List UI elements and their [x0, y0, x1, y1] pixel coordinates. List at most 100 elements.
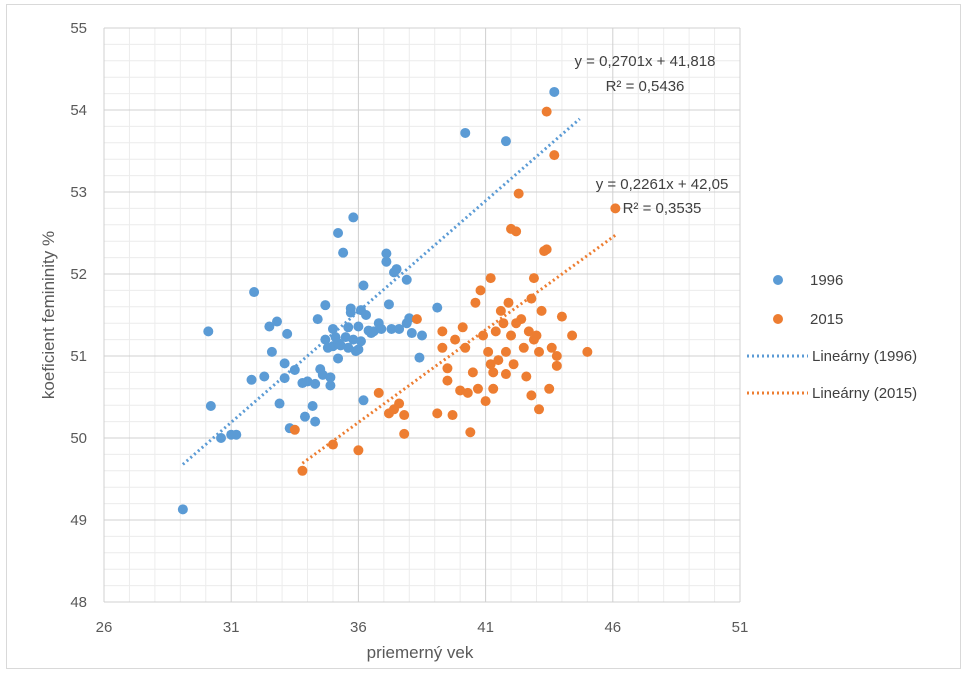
data-point-1996 [246, 374, 257, 385]
data-point-2015 [500, 346, 511, 357]
data-point-1996 [368, 326, 379, 337]
data-points [177, 86, 621, 515]
legend-label-1996: 1996 [810, 272, 843, 289]
data-point-2015 [531, 330, 542, 341]
x-tick-label: 31 [223, 619, 240, 636]
data-point-1996 [203, 326, 214, 337]
data-point-1996 [271, 316, 282, 327]
data-point-2015 [544, 383, 555, 394]
data-point-1996 [320, 334, 331, 345]
data-point-2015 [536, 305, 547, 316]
y-tick-label: 53 [70, 184, 87, 201]
data-point-1996 [355, 336, 366, 347]
data-point-1996 [335, 340, 346, 351]
data-point-2015 [353, 445, 364, 456]
data-point-1996 [401, 274, 412, 285]
y-axis-ticks: 48 49 50 51 52 53 54 55 [70, 20, 87, 611]
data-point-1996 [249, 287, 260, 298]
data-point-1996 [259, 371, 270, 382]
data-point-2015 [455, 385, 466, 396]
y-tick-label: 54 [70, 102, 87, 119]
data-point-2015 [432, 408, 443, 419]
grid [103, 27, 741, 603]
x-axis-ticks: 26 31 36 41 46 51 [96, 619, 749, 636]
data-point-1996 [391, 264, 402, 275]
data-point-2015 [462, 387, 473, 398]
data-point-1996 [343, 342, 354, 353]
data-point-1996 [338, 247, 349, 258]
data-point-2015 [556, 311, 567, 322]
data-point-2015 [521, 371, 532, 382]
data-point-2015 [399, 428, 410, 439]
data-point-1996 [325, 372, 336, 383]
trendline-r2-1996: R² = 0,5436 [606, 78, 685, 95]
data-point-2015 [493, 355, 504, 366]
legend: 1996 2015 Lineárny (1996) Lineárny (2015… [747, 272, 917, 402]
data-point-2015 [327, 439, 338, 450]
data-point-1996 [333, 228, 344, 238]
data-point-2015 [511, 226, 522, 237]
data-point-1996 [264, 321, 275, 332]
data-point-2015 [297, 465, 308, 476]
data-point-2015 [551, 360, 562, 371]
data-point-1996 [289, 364, 300, 375]
data-point-2015 [442, 375, 453, 386]
data-point-1996 [404, 313, 415, 324]
data-point-2015 [485, 273, 496, 284]
x-axis-title: priemerný vek [367, 643, 474, 662]
data-point-2015 [437, 326, 448, 337]
data-point-2015 [503, 297, 514, 308]
y-axis-title: koeficient femininity % [39, 231, 58, 399]
data-point-2015 [523, 326, 534, 337]
data-point-2015 [394, 398, 405, 409]
data-point-2015 [541, 244, 552, 255]
data-point-2015 [488, 383, 499, 394]
data-point-1996 [414, 352, 425, 363]
data-point-1996 [327, 323, 338, 334]
data-point-1996 [231, 429, 242, 440]
data-point-1996 [345, 303, 356, 314]
data-point-2015 [506, 330, 517, 341]
x-tick-label: 46 [604, 619, 621, 636]
trendline-1996 [181, 117, 581, 466]
x-tick-label: 36 [350, 619, 367, 636]
data-point-2015 [411, 314, 422, 325]
data-point-1996 [376, 323, 387, 334]
y-tick-label: 55 [70, 20, 87, 37]
data-point-2015 [490, 326, 501, 337]
data-point-2015 [551, 351, 562, 361]
data-point-1996 [549, 86, 560, 97]
data-point-1996 [333, 353, 344, 364]
data-point-2015 [549, 150, 560, 161]
data-point-2015 [289, 424, 300, 435]
data-point-2015 [526, 293, 537, 304]
data-point-2015 [546, 342, 557, 353]
data-point-2015 [498, 318, 509, 329]
data-point-2015 [399, 410, 410, 421]
data-point-1996 [312, 314, 323, 325]
data-point-1996 [266, 346, 277, 357]
y-tick-label: 50 [70, 430, 87, 447]
data-point-2015 [485, 359, 496, 370]
y-tick-label: 52 [70, 266, 87, 283]
legend-label-trend-1996: Lineárny (1996) [812, 348, 917, 365]
data-point-2015 [534, 346, 545, 357]
data-point-2015 [526, 390, 537, 401]
data-point-1996 [310, 378, 321, 389]
data-point-2015 [541, 106, 552, 117]
data-point-1996 [317, 369, 328, 380]
data-point-2015 [516, 314, 527, 325]
data-point-2015 [513, 188, 524, 199]
data-point-1996 [216, 433, 227, 443]
data-point-2015 [528, 273, 539, 284]
data-point-2015 [457, 322, 468, 333]
data-point-2015 [465, 427, 476, 438]
legend-marker-1996 [773, 275, 783, 285]
x-tick-label: 26 [96, 619, 113, 636]
data-point-1996 [307, 401, 318, 412]
data-point-1996 [325, 380, 336, 391]
legend-marker-2015 [773, 314, 783, 324]
y-tick-label: 51 [70, 348, 87, 365]
data-point-1996 [279, 358, 290, 369]
data-point-2015 [472, 383, 483, 394]
